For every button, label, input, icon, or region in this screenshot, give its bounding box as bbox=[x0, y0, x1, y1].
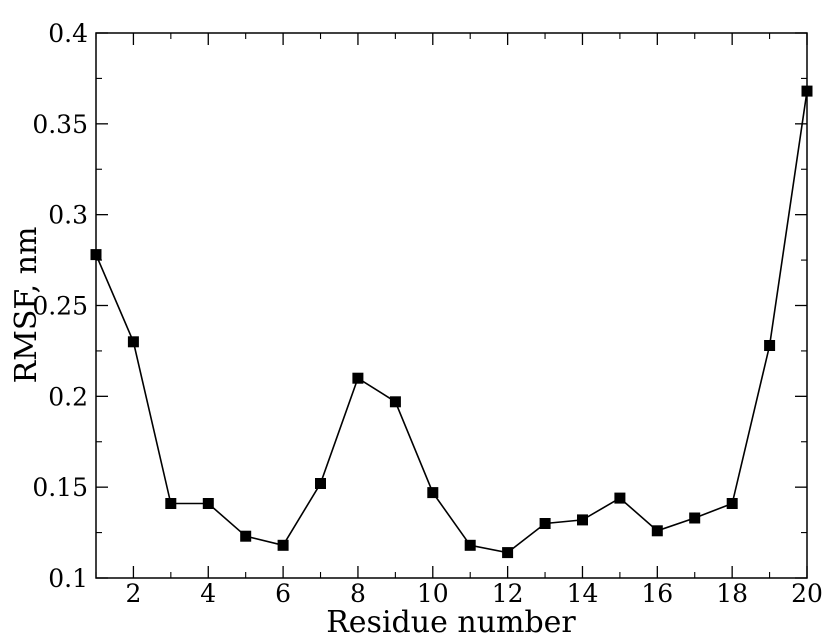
x-tick-label: 2 bbox=[125, 579, 141, 608]
x-tick-label: 16 bbox=[641, 579, 673, 608]
y-tick-label: 0.2 bbox=[48, 382, 88, 411]
data-point bbox=[539, 518, 551, 529]
axis-ticks bbox=[95, 32, 808, 579]
x-tick-label: 6 bbox=[275, 579, 291, 608]
y-tick-label: 0.1 bbox=[48, 564, 88, 593]
series-line bbox=[95, 90, 808, 554]
x-tick-label: 20 bbox=[791, 579, 823, 608]
data-point bbox=[464, 539, 476, 551]
x-tick-label: 4 bbox=[200, 579, 216, 608]
data-point bbox=[389, 396, 401, 408]
data-point bbox=[240, 530, 252, 542]
data-point bbox=[427, 487, 439, 499]
x-axis-label: Residue number bbox=[326, 605, 576, 640]
data-point bbox=[689, 512, 701, 524]
data-point bbox=[726, 498, 738, 509]
y-tick-label: 0.25 bbox=[32, 292, 88, 321]
data-point bbox=[315, 478, 326, 489]
data-point bbox=[277, 539, 289, 551]
x-tick-label: 12 bbox=[492, 579, 524, 608]
data-point bbox=[764, 340, 776, 351]
plot-frame bbox=[95, 32, 808, 579]
x-tick-label: 18 bbox=[716, 579, 748, 608]
data-point bbox=[165, 498, 177, 509]
y-tick-label: 0.3 bbox=[48, 201, 88, 230]
data-point bbox=[614, 492, 626, 504]
x-tick-label: 14 bbox=[567, 579, 599, 608]
y-tick-label: 0.15 bbox=[32, 473, 88, 502]
x-tick-label: 8 bbox=[350, 579, 366, 608]
data-point bbox=[801, 85, 813, 97]
data-point bbox=[651, 525, 663, 537]
y-axis-label: RMSF, nm bbox=[9, 227, 44, 384]
data-point bbox=[577, 514, 588, 526]
data-point bbox=[502, 547, 514, 559]
x-tick-label: 10 bbox=[417, 579, 449, 608]
tick-labels: 2 4 6 8 10 12 14 16 18 20 0.1 0.15 0.2 0.25 0.3 0.35 0.4 bbox=[32, 19, 823, 608]
data-point bbox=[127, 336, 139, 348]
series-layer bbox=[90, 85, 813, 559]
data-point bbox=[90, 249, 102, 261]
data-point bbox=[202, 498, 214, 509]
data-point bbox=[352, 372, 364, 384]
y-tick-label: 0.35 bbox=[32, 110, 88, 139]
y-tick-label: 0.4 bbox=[48, 19, 88, 48]
